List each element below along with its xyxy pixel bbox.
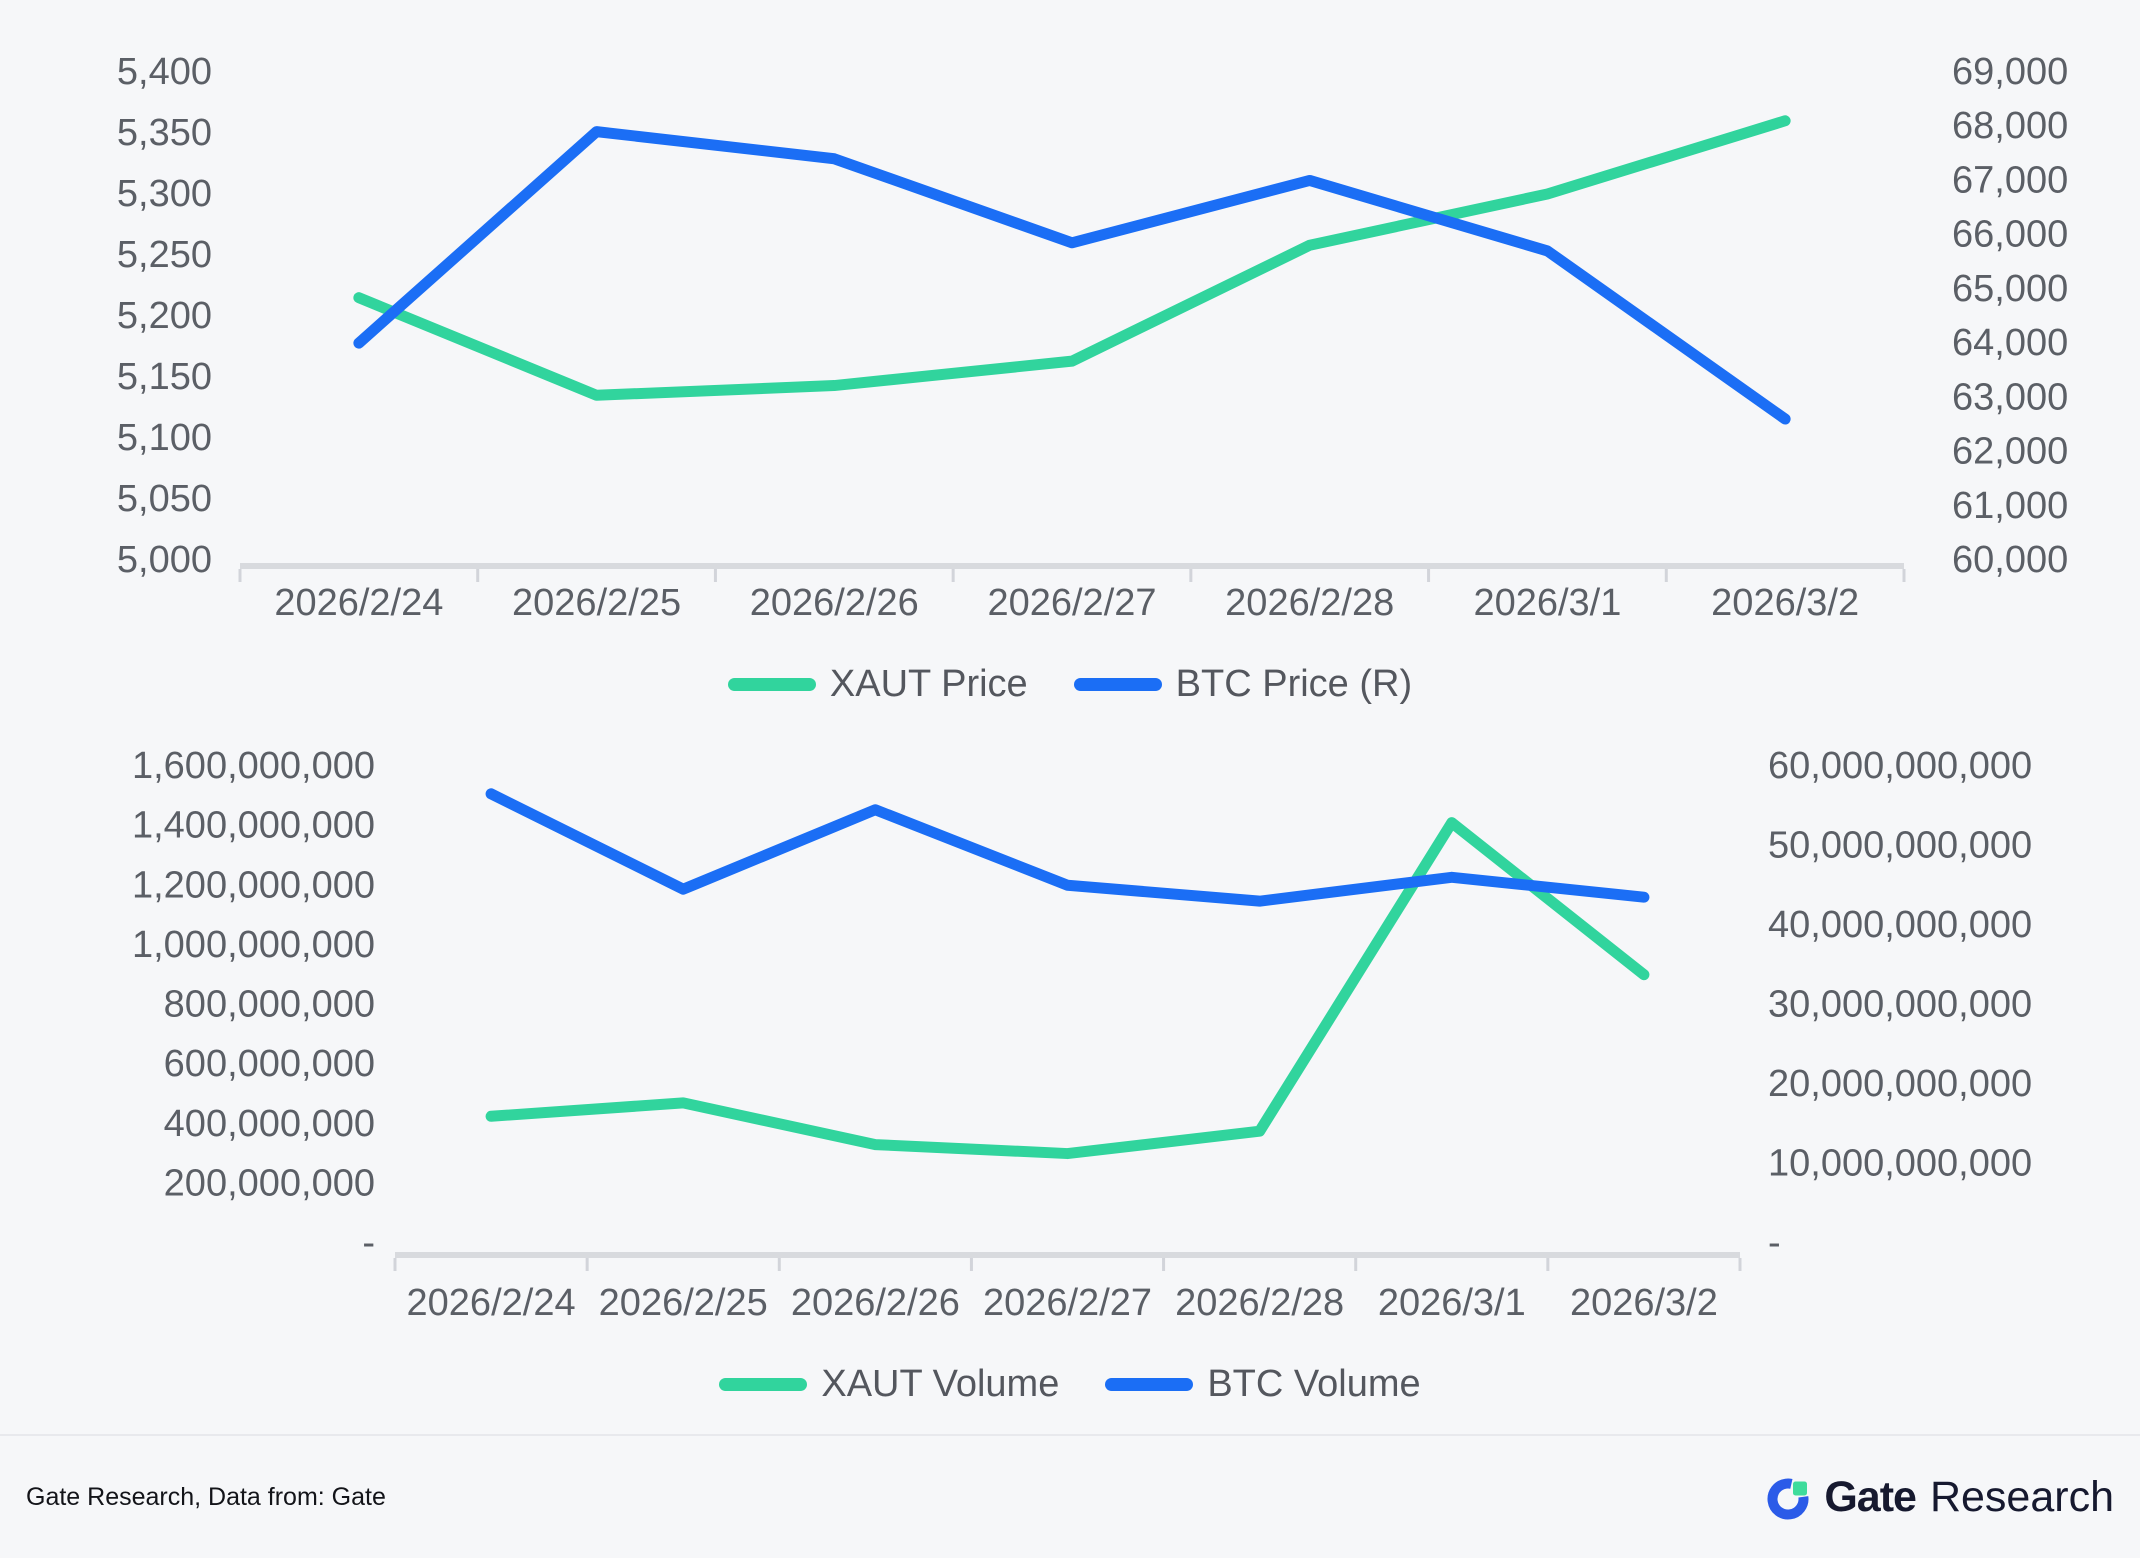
svg-text:1,400,000,000: 1,400,000,000	[132, 805, 375, 847]
legend-label: BTC Volume	[1207, 1362, 1421, 1405]
svg-text:2026/2/26: 2026/2/26	[791, 1282, 960, 1324]
svg-text:2026/3/2: 2026/3/2	[1570, 1282, 1718, 1324]
price-chart-legend: XAUT Price BTC Price (R)	[0, 660, 2140, 708]
svg-text:60,000,000,000: 60,000,000,000	[1768, 745, 2032, 787]
svg-text:61,000: 61,000	[1952, 485, 2068, 527]
legend-label: XAUT Price	[829, 662, 1028, 705]
svg-text:63,000: 63,000	[1952, 376, 2068, 418]
source-attribution: Gate Research, Data from: Gate	[26, 1482, 386, 1511]
svg-text:1,200,000,000: 1,200,000,000	[132, 864, 375, 906]
svg-text:30,000,000,000: 30,000,000,000	[1768, 984, 2032, 1026]
svg-text:1,000,000,000: 1,000,000,000	[132, 924, 375, 966]
svg-text:65,000: 65,000	[1952, 268, 2068, 310]
footer: Gate Research, Data from: Gate Gate Rese…	[0, 1436, 2140, 1558]
svg-text:2026/2/24: 2026/2/24	[274, 582, 443, 624]
svg-text:-: -	[362, 1222, 375, 1264]
legend-label: XAUT Volume	[821, 1362, 1060, 1405]
svg-text:2026/3/1: 2026/3/1	[1378, 1282, 1526, 1324]
svg-text:20,000,000,000: 20,000,000,000	[1768, 1063, 2032, 1105]
svg-text:200,000,000: 200,000,000	[164, 1162, 375, 1204]
svg-text:60,000: 60,000	[1952, 539, 2068, 581]
volume-chart-plot: 1,600,000,000 1,400,000,000 1,200,000,000 1…	[132, 745, 2032, 1324]
svg-text:800,000,000: 800,000,000	[164, 984, 375, 1026]
svg-text:10,000,000,000: 10,000,000,000	[1768, 1143, 2032, 1185]
logo-brand-regular: Research	[1929, 1472, 2114, 1521]
svg-text:5,300: 5,300	[117, 173, 212, 215]
legend-item-xaut-volume: XAUT Volume	[719, 1363, 1059, 1406]
svg-text:2026/3/1: 2026/3/1	[1473, 582, 1621, 624]
svg-text:5,000: 5,000	[117, 539, 212, 581]
price-chart-plot: 5,400 5,350 5,300 5,250 5,200 5,150 5,100 5,050…	[117, 51, 2068, 624]
gate-logo-icon	[1767, 1478, 1809, 1520]
svg-text:64,000: 64,000	[1952, 322, 2068, 364]
svg-text:62,000: 62,000	[1952, 431, 2068, 473]
svg-text:2026/2/27: 2026/2/27	[987, 582, 1156, 624]
svg-text:5,200: 5,200	[117, 295, 212, 337]
svg-text:1,600,000,000: 1,600,000,000	[132, 745, 375, 787]
logo-brand-bold: Gate	[1824, 1472, 1917, 1521]
volume-chart-legend: XAUT Volume BTC Volume	[0, 1360, 2140, 1408]
legend-item-btc-volume: BTC Volume	[1105, 1362, 1421, 1406]
svg-text:5,100: 5,100	[117, 417, 212, 459]
svg-text:66,000: 66,000	[1952, 214, 2068, 256]
xaut-volume-swatch-icon	[719, 1377, 808, 1391]
svg-text:2026/2/25: 2026/2/25	[512, 582, 681, 624]
svg-text:600,000,000: 600,000,000	[164, 1043, 375, 1085]
svg-text:2026/2/25: 2026/2/25	[599, 1282, 768, 1324]
svg-text:2026/2/26: 2026/2/26	[750, 582, 919, 624]
svg-text:5,050: 5,050	[117, 478, 212, 520]
svg-text:5,400: 5,400	[117, 51, 212, 93]
svg-text:67,000: 67,000	[1952, 159, 2068, 201]
legend-label: BTC Price (R)	[1175, 662, 1413, 705]
xaut-price-swatch-icon	[727, 677, 816, 691]
svg-text:5,350: 5,350	[117, 112, 212, 154]
svg-text:68,000: 68,000	[1952, 105, 2068, 147]
btc-volume-swatch-icon	[1105, 1377, 1194, 1391]
price-chart: 5,400 5,350 5,300 5,250 5,200 5,150 5,100 5,050…	[0, 0, 2140, 708]
svg-text:2026/3/2: 2026/3/2	[1711, 582, 1859, 624]
svg-text:40,000,000,000: 40,000,000,000	[1768, 904, 2032, 946]
svg-text:2026/2/28: 2026/2/28	[1175, 1282, 1344, 1324]
svg-text:5,250: 5,250	[117, 234, 212, 276]
volume-chart: 1,600,000,000 1,400,000,000 1,200,000,000 1…	[0, 708, 2140, 1408]
svg-text:-: -	[1768, 1222, 1781, 1264]
svg-text:2026/2/27: 2026/2/27	[983, 1282, 1152, 1324]
svg-text:2026/2/24: 2026/2/24	[407, 1282, 576, 1324]
gate-research-logo: Gate Research	[1764, 1473, 2114, 1522]
legend-item-xaut-price: XAUT Price	[727, 662, 1028, 706]
legend-item-btc-price: BTC Price (R)	[1073, 662, 1413, 706]
svg-text:69,000: 69,000	[1952, 51, 2068, 93]
btc-price-swatch-icon	[1073, 677, 1162, 691]
svg-text:50,000,000,000: 50,000,000,000	[1768, 825, 2032, 867]
svg-text:2026/2/28: 2026/2/28	[1225, 582, 1394, 624]
svg-text:5,150: 5,150	[117, 356, 212, 398]
svg-text:400,000,000: 400,000,000	[164, 1103, 375, 1145]
footer-divider	[0, 1434, 2140, 1436]
